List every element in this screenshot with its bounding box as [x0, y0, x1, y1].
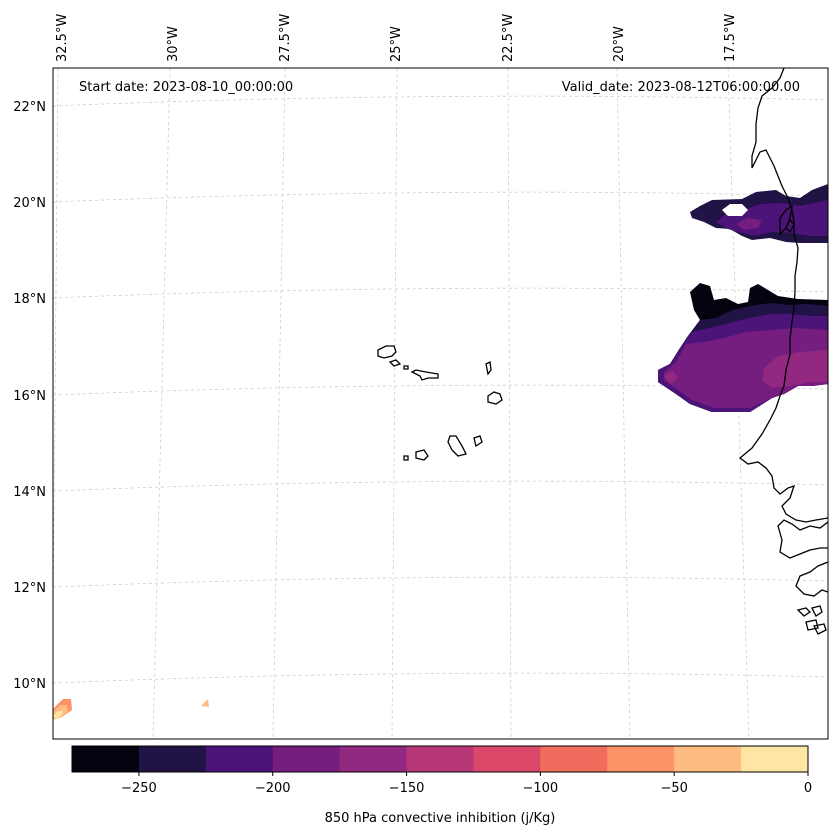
colorbar-frame [71, 745, 809, 773]
colorbar-segment [138, 746, 207, 772]
meridian-30w [152, 68, 171, 739]
meridian-25w [391, 68, 398, 739]
parallel-14n [53, 480, 828, 492]
lat-label-12n: 12°N [13, 581, 46, 596]
contour-north-core [736, 218, 762, 230]
lat-label-22n: 22°N [13, 100, 46, 115]
contour-south-175 [762, 350, 828, 388]
lon-label-17-5w: 17.5°W [723, 14, 738, 62]
island-sao-vicente [388, 359, 402, 367]
contour-sw-small [201, 699, 209, 707]
colorbar-tick-label: −150 [389, 781, 425, 796]
colorbar-segment [406, 746, 474, 772]
cin-contours [53, 184, 828, 720]
lat-label-10n: 10°N [13, 677, 46, 692]
valid-date-annotation: Valid_date: 2023-08-12T06:00:00.00 [562, 80, 800, 95]
island-brava [403, 455, 409, 461]
colorbar-segment [607, 746, 675, 772]
parallel-18n [53, 287, 828, 299]
island-sal [485, 361, 492, 376]
lon-label-22-5w: 22.5°W [501, 14, 516, 62]
colorbar-tick-label: 0 [804, 781, 812, 796]
parallel-12n [53, 576, 828, 588]
colorbar-segment [72, 746, 140, 772]
map-frame [52, 67, 829, 740]
lon-label-32-5w: 32.5°W [55, 14, 70, 62]
colorbar-segment [674, 746, 742, 772]
coastlines [377, 68, 828, 635]
start-date-annotation: Start date: 2023-08-10_00:00:00 [79, 80, 293, 95]
colorbar-tick-label: −250 [121, 781, 157, 796]
colorbar-segment [272, 746, 341, 772]
colorbar-segment [741, 746, 809, 772]
colorbar-tick-label: −200 [255, 781, 291, 796]
contour-southwest-patches [53, 699, 209, 720]
lon-label-20w: 20°W [612, 26, 627, 62]
colorbar-segments [72, 746, 809, 772]
colorbar-segment [339, 746, 408, 772]
meridian-22-5w [507, 68, 512, 739]
colorbar-ticks: −250 −200 −150 −100 −50 0 [121, 772, 812, 796]
island-santo-antao [377, 345, 397, 359]
parallel-16n [53, 384, 828, 396]
colorbar-segment [540, 746, 608, 772]
colorbar-tick-label: −50 [660, 781, 687, 796]
lon-label-30w: 30°W [166, 26, 181, 62]
parallel-22n [53, 95, 828, 107]
coastal-inlets-north [779, 204, 795, 236]
colorbar-segment [473, 746, 541, 772]
island-maio [473, 435, 483, 448]
lon-label-27-5w: 27.5°W [278, 14, 293, 62]
island-santiago [447, 435, 467, 457]
meridian-20w [616, 68, 631, 739]
colorbar: −250 −200 −150 −100 −50 0 850 hPa convective … [71, 745, 812, 826]
gambia-senegal-coast [777, 519, 828, 559]
latitude-labels: 22°N 20°N 18°N 16°N 14°N 12°N 10°N [13, 100, 46, 692]
lat-label-18n: 18°N [13, 292, 46, 307]
parallel-20n [53, 191, 828, 203]
longitude-labels: 32.5°W 30°W 27.5°W 25°W 22.5°W 20°W 17.5… [55, 14, 738, 62]
island-sao-nicolau [410, 369, 439, 381]
guinea-bissau-coast [795, 561, 828, 597]
lat-label-20n: 20°N [13, 196, 46, 211]
contour-north-hole [722, 204, 748, 216]
island-boa-vista [487, 391, 503, 405]
contour-south-200 [664, 328, 828, 408]
contour-south-band [658, 283, 828, 412]
lat-label-14n: 14°N [13, 485, 46, 500]
bijagos-islands [796, 605, 827, 635]
colorbar-tick-label: −100 [523, 781, 559, 796]
colorbar-label: 850 hPa convective inhibition (j/Kg) [325, 811, 556, 826]
contour-sw-0 [53, 711, 63, 719]
meridian-27-5w [272, 68, 286, 739]
contour-south-175-b [664, 370, 678, 384]
lat-label-16n: 16°N [13, 389, 46, 404]
map-panel [52, 67, 829, 740]
colorbar-segment [205, 746, 274, 772]
parallel-10n [53, 672, 828, 684]
graticule [53, 68, 828, 739]
meridian-17-5w [727, 68, 750, 739]
lon-label-25w: 25°W [389, 26, 404, 62]
africa-coastline [738, 68, 828, 523]
island-fogo [415, 449, 429, 461]
island-santa-luzia [403, 365, 409, 370]
